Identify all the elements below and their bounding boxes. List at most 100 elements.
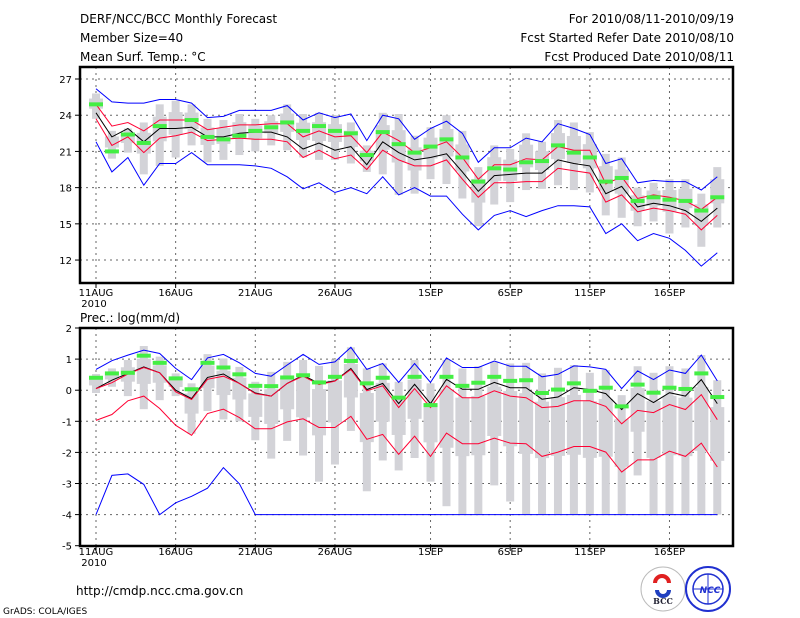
ensemble-box: [598, 166, 613, 191]
observed-mark: [566, 381, 581, 386]
x-tick-label: 21AUG: [238, 547, 273, 558]
observed-mark: [136, 353, 151, 358]
x-tick-label: 11AUG: [79, 288, 114, 299]
ensemble-box: [120, 133, 135, 143]
y-tick-label: 18: [59, 184, 72, 195]
ensemble-box: [168, 377, 183, 388]
ensemble-box: [439, 389, 454, 448]
y-tick-label: 1: [66, 355, 72, 366]
x-tick-label: 11SEP: [574, 547, 605, 558]
observed-mark: [264, 384, 279, 389]
observed-mark: [104, 149, 119, 154]
observed-mark: [152, 124, 167, 129]
observed-mark: [312, 124, 327, 129]
min-line: [95, 466, 718, 516]
bcc-logo: BCC: [640, 566, 686, 612]
x-tick-label: 16SEP: [654, 288, 685, 299]
observed-mark: [136, 140, 151, 145]
ensemble-box: [550, 397, 565, 456]
observed-mark: [280, 375, 295, 380]
observed-mark: [487, 166, 502, 171]
ensemble-box: [104, 136, 119, 148]
ensemble-box: [519, 393, 534, 454]
ensemble-box: [566, 135, 581, 164]
observed-mark: [104, 371, 119, 376]
y-tick-label: 21: [59, 147, 72, 158]
observed-mark: [120, 370, 135, 375]
ensemble-box: [471, 395, 486, 456]
x-tick-label: 16SEP: [654, 547, 685, 558]
observed-mark: [248, 128, 263, 133]
footer-url[interactable]: http://cmdp.ncc.cma.gov.cn: [76, 584, 243, 598]
ensemble-box: [566, 394, 581, 455]
observed-mark: [280, 120, 295, 125]
ensemble-box: [248, 393, 263, 417]
ncc-logo-text: NCC: [700, 586, 721, 596]
observed-mark: [630, 382, 645, 387]
forecast-period: For 2010/08/11-2010/09/19: [569, 12, 734, 26]
x-tick-label: 21AUG: [238, 288, 273, 299]
x-tick-label: 1SEP: [418, 288, 443, 299]
plot-frame: [78, 326, 735, 548]
x-tick-label: 11AUG: [79, 547, 114, 558]
observed-mark: [216, 137, 231, 142]
observed-mark: [550, 143, 565, 148]
observed-mark: [662, 197, 677, 202]
observed-mark: [614, 175, 629, 180]
y-tick-label: -3: [62, 480, 72, 491]
y-tick-label: 0: [66, 386, 72, 397]
observed-mark: [264, 125, 279, 130]
ensemble-box: [104, 372, 119, 380]
observed-mark: [359, 381, 374, 386]
observed-mark: [710, 195, 725, 200]
ensemble-box: [423, 403, 438, 443]
year-label: 2010: [81, 558, 106, 569]
ensemble-box: [503, 391, 518, 447]
observed-mark: [343, 358, 358, 363]
observed-mark: [184, 387, 199, 392]
observed-mark: [89, 102, 103, 107]
lower-line: [95, 395, 718, 473]
ensemble-box: [168, 112, 183, 135]
x-tick-label: 26AUG: [318, 288, 353, 299]
mean-line: [95, 112, 718, 223]
ensemble-box: [327, 380, 342, 423]
observed-mark: [503, 167, 518, 172]
observed-mark: [439, 137, 454, 142]
ensemble-box: [280, 377, 295, 410]
observed-mark: [710, 395, 725, 400]
ensemble-box: [232, 377, 247, 400]
observed-mark: [694, 371, 709, 376]
ensemble-box: [152, 365, 167, 383]
x-tick-label: 26AUG: [318, 547, 353, 558]
ensemble-box: [678, 188, 693, 209]
ensemble-box: [375, 382, 390, 422]
ensemble-box: [694, 204, 709, 226]
observed-mark: [630, 198, 645, 203]
grads-credit: GrADS: COLA/IGES: [3, 607, 87, 617]
observed-mark: [312, 380, 327, 385]
observed-mark: [582, 388, 597, 393]
temperature-plot: 27 24 21 18 15 12 11AUG 16AUG 21AUG 26AUG 1SEP 6SEP…: [59, 65, 735, 310]
observed-mark: [184, 118, 199, 123]
ncc-logo: NCC: [685, 566, 731, 612]
ensemble-box: [391, 399, 406, 435]
observed-mark: [582, 155, 597, 160]
ensemble-box: [375, 125, 390, 150]
y-tick-label: -2: [62, 448, 72, 459]
ensemble-box: [264, 389, 279, 424]
plot-frame: [78, 65, 735, 285]
observed-mark: [152, 360, 167, 365]
x-tick-label: 6SEP: [498, 547, 523, 558]
observed-mark: [200, 360, 215, 365]
min-line: [95, 141, 718, 267]
observed-mark: [375, 130, 390, 135]
y-tick-label: 15: [59, 220, 72, 231]
x-tick-label: 16AUG: [158, 547, 193, 558]
y-tick-label: 2: [66, 324, 72, 335]
observed-mark: [407, 150, 422, 155]
observed-mark: [614, 404, 629, 409]
x-tick-label: 1SEP: [418, 547, 443, 558]
produced-date: Fcst Produced Date 2010/08/11: [544, 50, 734, 64]
observed-mark: [343, 131, 358, 136]
